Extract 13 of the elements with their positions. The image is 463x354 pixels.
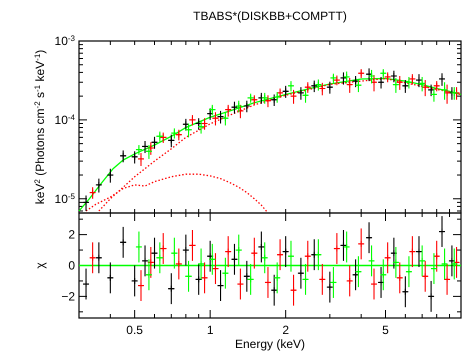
y-tick-label: 10$^{-3}$ [54,34,76,48]
y-tick-label: −2 [61,289,76,304]
x-tick-label: 2 [282,323,290,337]
y-tick-label: 10$^{-5}$ [54,191,76,206]
x-tick-label: 0.5 [126,323,144,337]
y-axis-title: χ [33,262,47,269]
y-tick-label: 0 [68,258,76,272]
x-tick-label: 1 [206,323,214,337]
y-tick-label: 2 [68,228,76,242]
chart-title: TBABS*(DISKBB+COMPTT) [193,9,347,23]
x-axis-title: Energy (keV) [234,337,306,351]
y-tick-label: 10$^{-4}$ [54,112,76,127]
x-tick-label: 5 [382,323,390,337]
